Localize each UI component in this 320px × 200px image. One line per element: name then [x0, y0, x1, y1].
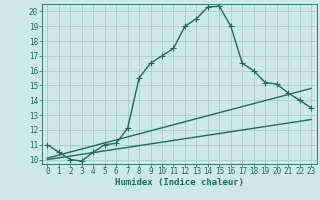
X-axis label: Humidex (Indice chaleur): Humidex (Indice chaleur): [115, 178, 244, 187]
